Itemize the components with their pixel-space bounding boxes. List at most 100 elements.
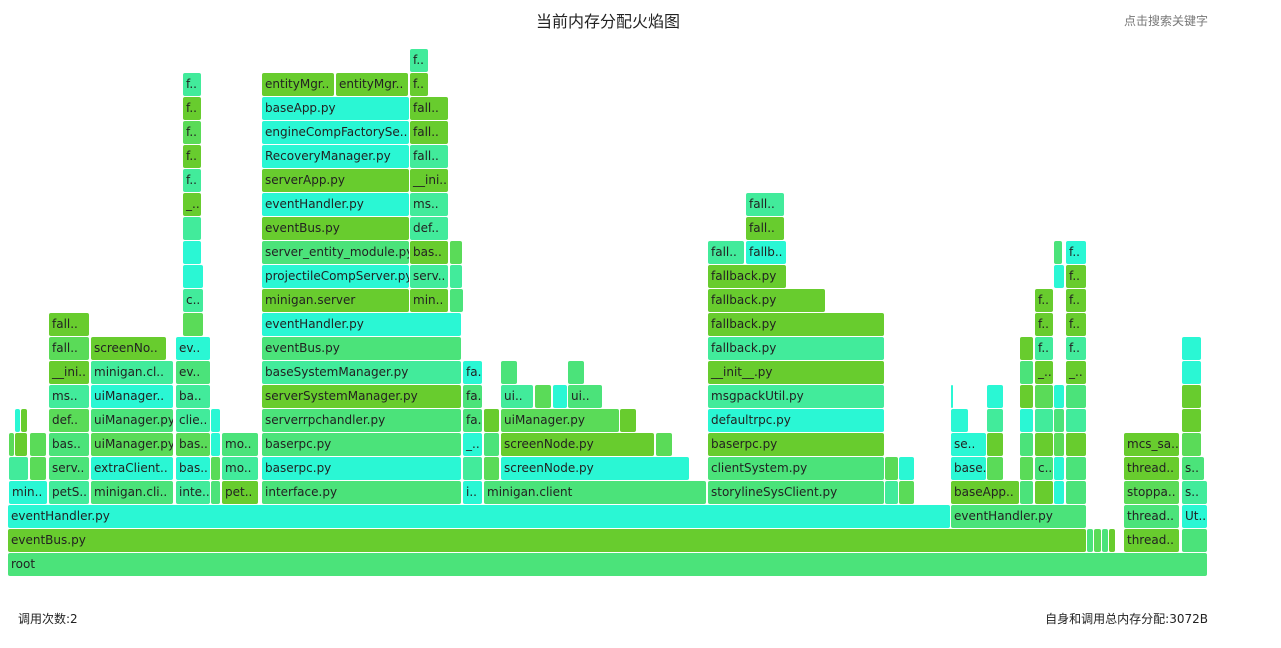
flame-frame[interactable] — [1020, 433, 1033, 456]
flame-frame[interactable] — [987, 409, 1003, 432]
flame-frame[interactable] — [501, 361, 517, 384]
flame-frame[interactable]: fallb.. — [746, 241, 786, 264]
flame-frame[interactable] — [211, 409, 220, 432]
flame-frame[interactable] — [987, 385, 1003, 408]
flame-frame[interactable] — [1109, 529, 1115, 552]
flame-frame[interactable]: baseApp.py — [262, 97, 409, 120]
flame-frame[interactable]: f.. — [1066, 265, 1086, 288]
flame-frame[interactable]: root — [8, 553, 1207, 576]
flame-frame[interactable]: ms.. — [410, 193, 448, 216]
flame-frame[interactable]: uiManager.py — [91, 433, 173, 456]
flame-frame[interactable] — [1035, 481, 1053, 504]
flame-frame[interactable]: serv.. — [410, 265, 448, 288]
flame-frame[interactable]: fall.. — [49, 313, 89, 336]
flame-frame[interactable]: _.. — [1066, 361, 1086, 384]
flame-frame[interactable]: eventHandler.py — [951, 505, 1086, 528]
flame-frame[interactable]: bas.. — [176, 433, 210, 456]
flame-frame[interactable]: fall.. — [746, 217, 784, 240]
flame-frame[interactable] — [987, 433, 1003, 456]
flame-frame[interactable]: f.. — [410, 73, 428, 96]
flame-frame[interactable] — [885, 481, 898, 504]
flame-frame[interactable]: f.. — [1066, 241, 1086, 264]
flame-frame[interactable]: minigan.server — [262, 289, 409, 312]
flame-frame[interactable]: fa.. — [463, 361, 482, 384]
flame-frame[interactable]: i.. — [463, 481, 482, 504]
flame-frame[interactable] — [1054, 433, 1064, 456]
search-keyword-link[interactable]: 点击搜索关键字 — [1123, 14, 1208, 28]
flame-frame[interactable] — [15, 409, 20, 432]
flame-frame[interactable]: eventHandler.py — [262, 193, 409, 216]
flame-frame[interactable]: thread.. — [1124, 505, 1179, 528]
flame-frame[interactable]: fallback.py — [708, 265, 786, 288]
flame-frame[interactable]: ms.. — [49, 385, 89, 408]
flame-frame[interactable] — [1182, 385, 1201, 408]
flame-frame[interactable]: interface.py — [262, 481, 461, 504]
flame-frame[interactable] — [1182, 529, 1207, 552]
flame-frame[interactable]: f.. — [183, 97, 201, 120]
flame-frame[interactable]: _.. — [463, 433, 482, 456]
flame-frame[interactable] — [9, 433, 14, 456]
flame-frame[interactable] — [899, 457, 914, 480]
flame-frame[interactable]: min.. — [9, 481, 47, 504]
flame-frame[interactable]: extraClient.. — [91, 457, 173, 480]
flame-frame[interactable]: stoppa.. — [1124, 481, 1179, 504]
flame-frame[interactable] — [899, 481, 914, 504]
flame-frame[interactable]: se.. — [951, 433, 986, 456]
flame-frame[interactable] — [21, 409, 27, 432]
flame-frame[interactable]: pet.. — [222, 481, 258, 504]
flame-frame[interactable]: entityMgr.. — [262, 73, 334, 96]
flame-frame[interactable]: bas.. — [49, 433, 89, 456]
flame-frame[interactable]: clientSystem.py — [708, 457, 884, 480]
flame-frame[interactable] — [484, 457, 499, 480]
flame-frame[interactable]: minigan.cl.. — [91, 361, 173, 384]
flame-frame[interactable] — [568, 361, 584, 384]
flame-frame[interactable] — [1094, 529, 1101, 552]
flame-frame[interactable]: thread.. — [1124, 529, 1179, 552]
flame-frame[interactable]: f.. — [1035, 337, 1053, 360]
flame-frame[interactable]: eventBus.py — [8, 529, 1086, 552]
flame-frame[interactable] — [183, 265, 203, 288]
flame-frame[interactable] — [1035, 385, 1053, 408]
flame-frame[interactable]: baseSystemManager.py — [262, 361, 461, 384]
flame-frame[interactable]: serverApp.py — [262, 169, 409, 192]
flame-frame[interactable]: engineCompFactorySe.. — [262, 121, 409, 144]
flame-frame[interactable] — [1066, 385, 1086, 408]
flame-frame[interactable] — [183, 217, 201, 240]
flame-frame[interactable]: s.. — [1182, 457, 1204, 480]
flame-frame[interactable]: minigan.cli.. — [91, 481, 173, 504]
flame-frame[interactable] — [450, 265, 462, 288]
flame-frame[interactable] — [656, 433, 672, 456]
flame-frame[interactable]: clie.. — [176, 409, 210, 432]
flame-frame[interactable]: screenNode.py — [501, 457, 689, 480]
flame-frame[interactable]: thread.. — [1124, 457, 1179, 480]
flame-frame[interactable]: fall.. — [410, 121, 448, 144]
flame-frame[interactable] — [30, 457, 46, 480]
flame-frame[interactable] — [620, 409, 636, 432]
flame-frame[interactable]: eventBus.py — [262, 217, 409, 240]
flame-frame[interactable]: msgpackUtil.py — [708, 385, 884, 408]
flame-frame[interactable] — [450, 241, 462, 264]
flame-frame[interactable]: baserpc.py — [262, 433, 461, 456]
flame-frame[interactable] — [1035, 433, 1053, 456]
flame-frame[interactable]: f.. — [1035, 289, 1053, 312]
flame-frame[interactable]: ev.. — [176, 337, 210, 360]
flame-frame[interactable]: minigan.client — [484, 481, 706, 504]
flame-frame[interactable] — [1054, 457, 1064, 480]
flame-frame[interactable]: uiManager.. — [91, 385, 173, 408]
flame-frame[interactable]: ui.. — [568, 385, 602, 408]
flame-frame[interactable]: def.. — [49, 409, 89, 432]
flame-frame[interactable] — [183, 313, 203, 336]
flame-frame[interactable]: defaultrpc.py — [708, 409, 884, 432]
flame-frame[interactable]: fa.. — [463, 409, 482, 432]
flame-frame[interactable]: serverSystemManager.py — [262, 385, 461, 408]
flame-frame[interactable] — [1020, 457, 1033, 480]
flame-frame[interactable] — [553, 385, 567, 408]
flame-frame[interactable] — [1054, 409, 1064, 432]
flame-frame[interactable]: c.. — [1035, 457, 1053, 480]
flame-frame[interactable] — [463, 457, 482, 480]
flame-frame[interactable]: s.. — [1182, 481, 1207, 504]
flame-frame[interactable]: f.. — [1066, 289, 1086, 312]
flame-frame[interactable]: mcs_sa.. — [1124, 433, 1179, 456]
flame-frame[interactable]: fall.. — [746, 193, 784, 216]
flame-frame[interactable] — [951, 409, 968, 432]
